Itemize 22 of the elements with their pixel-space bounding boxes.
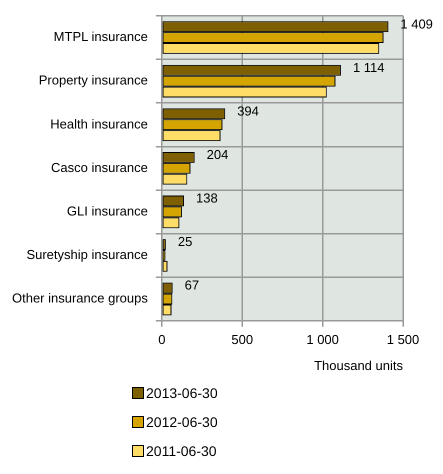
legend-label: 2012-06-30 [145, 412, 218, 432]
y-tick-label: GLI insurance [66, 203, 148, 218]
x-axis-title: Thousand units [314, 358, 404, 373]
data-label: 394 [237, 103, 259, 118]
y-tick-label: Suretyship insurance [26, 247, 148, 262]
y-tick-label: Other insurance groups [12, 290, 148, 306]
y-tick-label: MTPL insurance [54, 29, 148, 44]
x-tick-label: 1 000 [306, 332, 339, 348]
data-label: 1 409 [400, 16, 433, 32]
x-tick-label: 1 500 [386, 332, 420, 348]
legend-label: 2013-06-30 [145, 384, 218, 402]
y-tick-label: Casco insurance [51, 160, 148, 175]
data-label: 138 [196, 190, 218, 206]
y-tick-label: Property insurance [38, 72, 148, 88]
x-tick-label: 0 [158, 332, 166, 348]
data-label: 1 114 [352, 60, 385, 75]
data-label: 67 [184, 278, 200, 293]
data-label: 25 [178, 234, 192, 250]
legend-label: 2011-06-30 [145, 442, 218, 460]
data-label: 204 [206, 146, 228, 162]
x-tick-label: 500 [231, 332, 254, 348]
y-tick-label: Health insurance [50, 116, 148, 132]
